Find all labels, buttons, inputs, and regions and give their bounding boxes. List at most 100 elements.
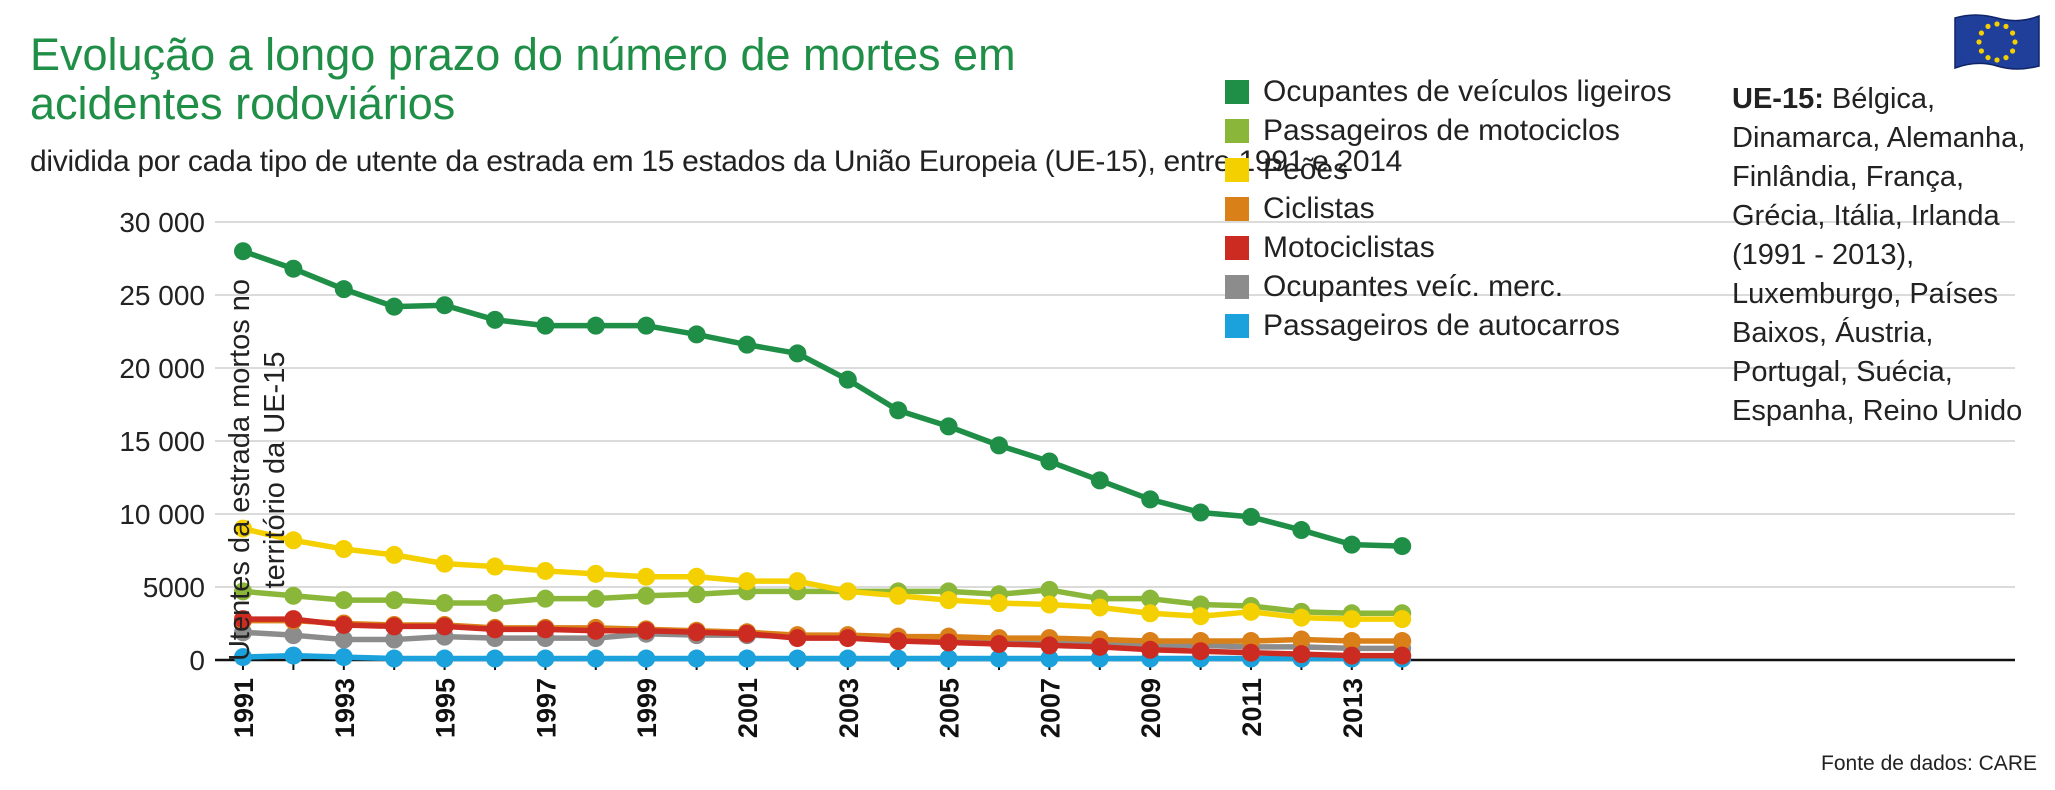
data-point <box>1393 632 1412 651</box>
data-point <box>637 621 656 640</box>
data-point <box>637 316 656 335</box>
data-point <box>435 296 454 315</box>
data-point <box>1090 471 1109 490</box>
data-point <box>486 557 504 576</box>
y-tick-label: 30 000 <box>119 207 205 238</box>
data-point <box>385 545 404 564</box>
data-point <box>1191 642 1210 661</box>
data-point <box>1141 589 1160 608</box>
legend-label: Ocupantes veíc. merc. <box>1263 269 1564 303</box>
x-tick-label: 1991 <box>229 678 259 738</box>
legend-swatch <box>1225 274 1249 299</box>
country-note: UE-15: Bélgica, Dinamarca, Alemanha, Fin… <box>1732 80 2032 431</box>
legend-item: Peões <box>1225 150 1672 189</box>
legend-label: Motociclistas <box>1263 230 1435 264</box>
data-point <box>1292 608 1311 627</box>
data-point <box>435 554 454 573</box>
data-point <box>234 648 252 667</box>
data-point <box>486 620 504 639</box>
data-point <box>990 649 1008 668</box>
data-point <box>1191 607 1210 626</box>
data-point <box>586 649 605 668</box>
data-point <box>334 540 353 559</box>
data-point <box>1242 643 1260 662</box>
data-point <box>385 297 404 316</box>
data-point <box>234 242 252 261</box>
data-point <box>1242 602 1260 621</box>
flag-star <box>2012 39 2018 45</box>
x-tick-label: 2001 <box>733 678 763 738</box>
flag-star <box>2009 48 2016 54</box>
legend-swatch <box>1225 118 1249 143</box>
data-point <box>1040 636 1059 655</box>
legend: Ocupantes de veículos ligeiros Passageiro… <box>1225 72 1672 345</box>
data-point <box>838 649 857 668</box>
data-point <box>1342 632 1361 651</box>
data-point <box>637 586 656 605</box>
data-point <box>536 589 555 608</box>
data-point <box>234 610 252 629</box>
data-point <box>284 626 303 645</box>
data-point <box>435 617 454 636</box>
x-tick-label: 1997 <box>531 678 561 738</box>
data-point <box>838 582 857 601</box>
country-note-lead: UE-15: <box>1732 83 1824 115</box>
data-point <box>1141 604 1160 623</box>
data-point <box>1292 521 1311 540</box>
data-point <box>939 649 958 668</box>
legend-swatch <box>1225 235 1249 260</box>
legend-item: Passageiros de motociclos <box>1225 111 1672 150</box>
flag-star <box>1976 39 1982 45</box>
legend-label: Peões <box>1263 152 1349 186</box>
flag-star <box>2003 23 2009 30</box>
data-point <box>738 624 756 643</box>
data-point <box>1040 649 1059 668</box>
data-point <box>536 620 555 639</box>
x-tick-label: 2005 <box>935 678 965 738</box>
data-point <box>536 649 555 668</box>
x-tick-label: 1993 <box>330 678 360 738</box>
data-point <box>637 567 656 586</box>
data-point <box>586 564 605 583</box>
flag-star <box>1994 21 2000 27</box>
x-tick-label: 1999 <box>632 678 662 738</box>
data-point <box>838 370 857 389</box>
series-5 <box>234 610 1412 665</box>
data-point <box>889 632 908 651</box>
flag-star <box>1985 54 1991 61</box>
data-point <box>536 561 555 580</box>
data-point <box>889 401 908 420</box>
data-point <box>1090 598 1109 617</box>
data-point <box>385 630 404 649</box>
data-point <box>889 649 908 668</box>
y-tick-label: 25 000 <box>119 280 205 311</box>
legend-item: Ocupantes de veículos ligeiros <box>1225 72 1672 111</box>
series-1 <box>234 242 1412 556</box>
series-line <box>242 652 1403 662</box>
data-point <box>284 646 303 665</box>
data-point <box>788 572 807 591</box>
x-tick-label: 2013 <box>1338 678 1368 738</box>
legend-item: Ciclistas <box>1225 189 1672 228</box>
data-point <box>738 572 756 591</box>
data-point <box>1292 630 1311 649</box>
legend-item: Motociclistas <box>1225 228 1672 267</box>
data-point <box>990 436 1008 455</box>
data-point <box>334 630 353 649</box>
flag-star <box>1994 57 2000 63</box>
data-point <box>939 591 958 610</box>
data-point <box>788 344 807 363</box>
flag-star <box>2003 54 2009 61</box>
chart-title: Evolução a longo prazo do número de mort… <box>30 29 1016 129</box>
data-point <box>284 259 303 278</box>
legend-label: Ocupantes de veículos ligeiros <box>1263 74 1672 108</box>
x-tick-label: 1995 <box>431 678 461 738</box>
data-point <box>486 594 504 613</box>
data-point <box>738 649 756 668</box>
data-point <box>234 582 252 601</box>
flag-star <box>1978 48 1985 54</box>
data-point <box>1040 452 1059 471</box>
y-tick-label: 10 000 <box>119 499 205 530</box>
x-tick-label: 2003 <box>834 678 864 738</box>
